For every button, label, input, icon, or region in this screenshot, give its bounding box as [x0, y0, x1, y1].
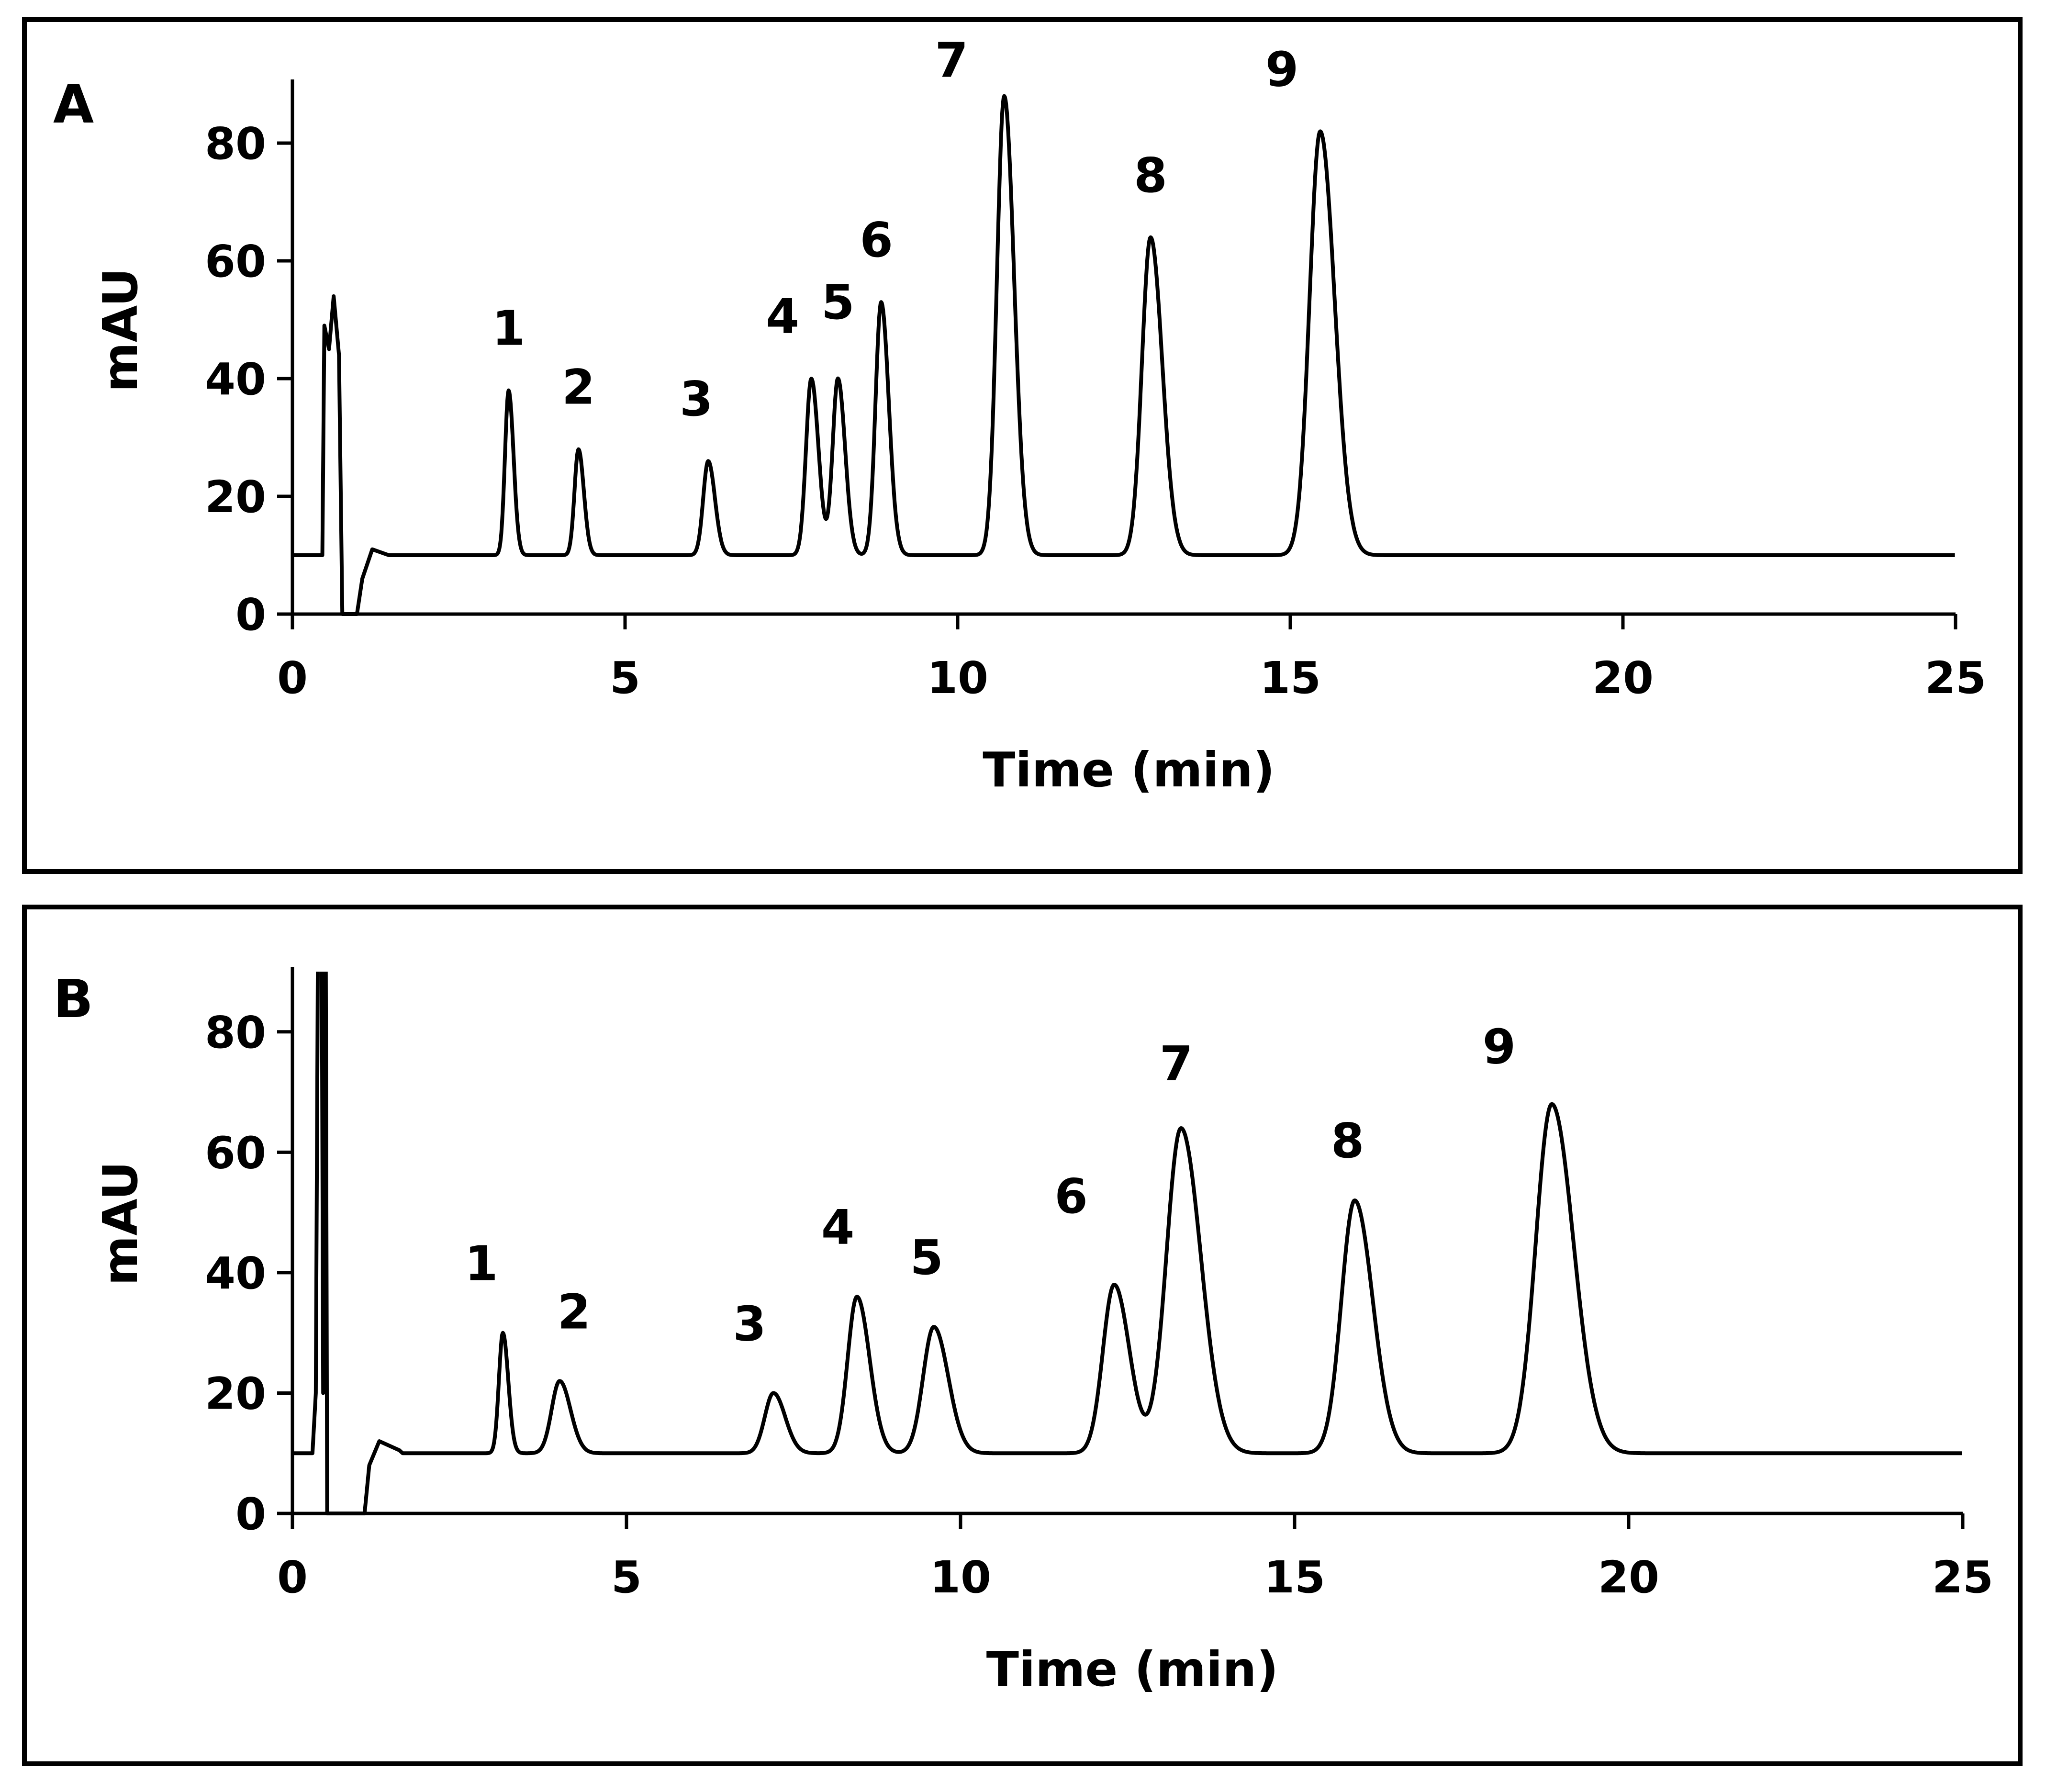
chromatogram-panel-a: A 0 20 40 60 80 0 5 10 15 20 25 Time (min) mAU 1 2 3 4 5 6 7… — [22, 17, 2023, 874]
x-tick-label: 10 — [927, 652, 988, 704]
peak-label-8: 8 — [1331, 1113, 1364, 1169]
x-tick-label: 25 — [1932, 1552, 1993, 1603]
y-tick-label: 20 — [205, 1368, 266, 1419]
x-tick-label: 20 — [1592, 652, 1654, 704]
peak-label-5: 5 — [910, 1230, 943, 1286]
peak-label-3: 3 — [680, 371, 713, 427]
peak-label-7: 7 — [1160, 1036, 1193, 1092]
x-tick-label: 5 — [610, 652, 640, 704]
y-tick-label: 60 — [205, 1127, 266, 1178]
peak-label-8: 8 — [1134, 147, 1167, 203]
chromatogram-trace — [292, 94, 1957, 616]
peak-label-9: 9 — [1265, 41, 1299, 97]
peak-label-2: 2 — [558, 1284, 591, 1340]
peak-label-3: 3 — [733, 1296, 766, 1352]
chromatogram-panel-b: B 0 20 40 60 80 0 5 10 15 20 25 Time (min) mAU 1 2 3 4 5 6 7… — [22, 905, 2023, 1766]
y-axis-title: mAU — [92, 268, 148, 392]
y-tick-label: 40 — [205, 1248, 266, 1299]
x-tick-label: 5 — [611, 1552, 642, 1603]
peak-label-5: 5 — [821, 274, 855, 330]
y-tick-label: 0 — [235, 1489, 266, 1540]
x-axis-title: Time (min) — [986, 1641, 1278, 1697]
x-tick-label: 15 — [1264, 1552, 1325, 1603]
y-tick-label: 80 — [205, 1007, 266, 1058]
peak-label-1: 1 — [465, 1236, 498, 1292]
x-tick-label: 25 — [1925, 652, 1986, 704]
y-tick-label: 80 — [205, 118, 266, 169]
y-tick-label: 60 — [205, 236, 266, 287]
chromatogram-trace — [292, 971, 1964, 1515]
y-tick-label: 0 — [235, 589, 266, 640]
y-tick-label: 20 — [205, 471, 266, 523]
x-tick-label: 15 — [1260, 652, 1321, 704]
x-tick-label: 10 — [930, 1552, 991, 1603]
x-tick-label: 0 — [277, 652, 308, 704]
y-axis-title: mAU — [92, 1161, 148, 1286]
peak-label-6: 6 — [1054, 1168, 1088, 1224]
x-tick-label: 20 — [1598, 1552, 1659, 1603]
panel-letter: B — [53, 968, 93, 1030]
peak-label-7: 7 — [935, 33, 969, 89]
peak-label-1: 1 — [492, 301, 525, 357]
x-tick-label: 0 — [277, 1552, 308, 1603]
peak-label-6: 6 — [860, 212, 893, 268]
peak-label-2: 2 — [562, 359, 595, 415]
peak-label-4: 4 — [821, 1199, 855, 1255]
y-tick-label: 40 — [205, 354, 266, 405]
peak-label-4: 4 — [766, 289, 799, 345]
peak-label-9: 9 — [1483, 1019, 1516, 1075]
x-axis-title: Time (min) — [983, 742, 1275, 798]
panel-letter: A — [53, 74, 94, 135]
